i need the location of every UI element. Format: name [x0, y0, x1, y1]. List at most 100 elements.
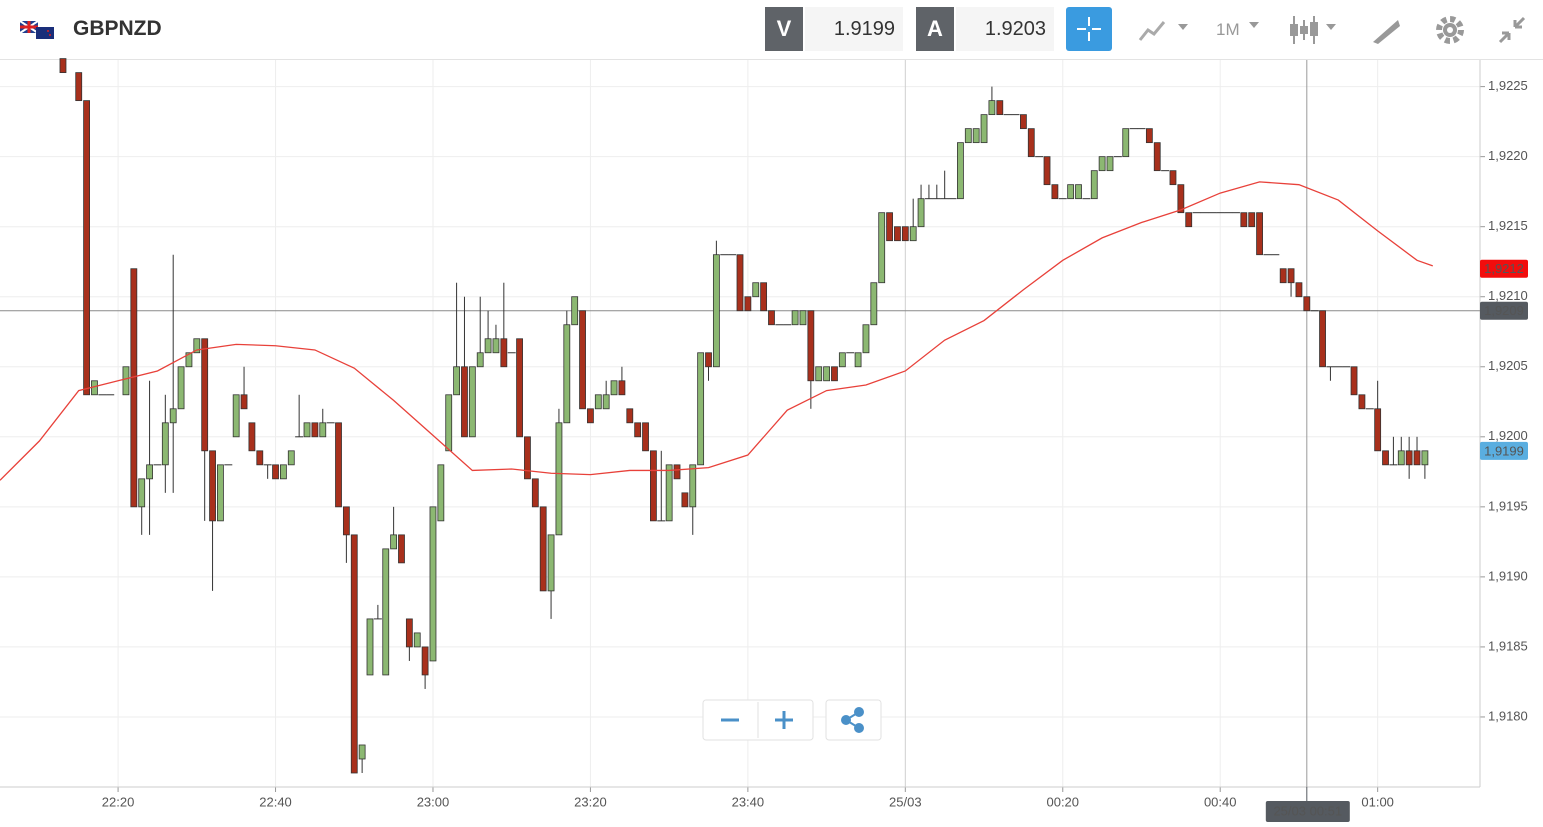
y-tick-label: 1,9180: [1488, 708, 1528, 723]
candle-body: [429, 506, 437, 662]
candle-body: [342, 506, 350, 536]
candle-body: [1020, 114, 1027, 130]
ask-label: A: [916, 7, 954, 51]
y-tick-label: 1,9185: [1488, 638, 1528, 653]
candle-body: [1240, 212, 1248, 228]
price-tag-label: 1,9199: [1484, 443, 1524, 458]
share-button[interactable]: [825, 699, 882, 741]
candle-body: [1405, 450, 1413, 466]
candle-body: [303, 422, 311, 438]
candle-body: [319, 422, 327, 438]
candle-body: [1169, 170, 1177, 186]
candle-body: [1295, 282, 1303, 298]
bid-label: V: [765, 7, 803, 51]
y-tick-label: 1,9190: [1488, 568, 1528, 583]
candle-body: [1075, 184, 1082, 200]
candle-body: [689, 464, 697, 508]
candle-body: [626, 408, 634, 424]
candle-body: [201, 338, 209, 452]
candle-body: [602, 394, 610, 410]
candle-body: [665, 464, 673, 522]
candle-body: [705, 352, 712, 368]
candle-body: [1043, 156, 1051, 186]
ask[interactable]: 1.9203: [956, 7, 1054, 51]
candle-body: [75, 72, 83, 102]
candle-body: [350, 534, 358, 774]
timeframe-caret: [1249, 22, 1259, 28]
candle-body: [335, 422, 342, 508]
candle-body: [1303, 296, 1311, 312]
candle-body: [453, 366, 460, 396]
candle-body: [972, 128, 980, 144]
x-tick-label: 25/03: [889, 794, 922, 809]
candle-body: [492, 338, 500, 354]
candle-body: [594, 394, 602, 410]
candle-body: [736, 254, 744, 312]
candle-body: [642, 422, 649, 452]
candle-body: [366, 618, 374, 676]
candle-button[interactable]: [1288, 14, 1344, 46]
candle-body: [1287, 268, 1295, 284]
y-tick-label: 1,9215: [1488, 218, 1528, 233]
candle-body: [571, 296, 579, 326]
y-tick-label: 1,9200: [1488, 428, 1528, 443]
candle-body: [311, 422, 319, 438]
candle-body: [854, 352, 862, 368]
candle-body: [901, 226, 909, 242]
candle-body: [1248, 212, 1256, 228]
candle-body: [610, 380, 618, 396]
chart-type-button[interactable]: [1138, 16, 1198, 44]
candle-body: [831, 366, 838, 382]
candle-body: [1145, 128, 1153, 144]
candle-body: [886, 212, 893, 242]
candle-body: [185, 352, 193, 368]
candle-body: [240, 394, 248, 410]
candle-body: [799, 310, 807, 326]
zoom-in[interactable]: [775, 711, 793, 729]
candle-body: [272, 464, 279, 480]
candle-body: [807, 310, 815, 382]
bid[interactable]: 1.9199: [805, 7, 903, 51]
candle-body: [177, 366, 185, 410]
crosshair-x-label: 25/03 00:51: [1273, 803, 1342, 818]
candle-body: [398, 534, 405, 564]
candle-body: [1098, 156, 1106, 172]
candle-body: [468, 366, 476, 438]
y-tick-label: 1,9195: [1488, 498, 1528, 513]
draw-button[interactable]: [1370, 14, 1402, 46]
crosshair-button[interactable]: [1066, 7, 1112, 51]
candle-body: [405, 618, 413, 648]
settings-button[interactable]: [1434, 14, 1466, 46]
candle-body: [996, 100, 1004, 116]
toolbar: GBPNZD V 1.9199 A 1.9203 1M: [0, 0, 1543, 60]
candle-body: [83, 100, 90, 396]
candle-body: [500, 338, 508, 368]
candle-body: [248, 422, 256, 452]
candle-body: [650, 450, 657, 522]
candle-body: [1319, 310, 1326, 368]
candle-body: [461, 366, 468, 438]
candle-body: [712, 254, 720, 368]
flags: [20, 21, 54, 39]
candle-body: [964, 128, 972, 144]
x-tick-label: 23:40: [732, 794, 765, 809]
crosshair-x-tag: [1265, 801, 1350, 822]
candle-body: [161, 422, 169, 466]
candle-body: [815, 366, 823, 382]
candle-body: [1153, 142, 1161, 172]
candle-body: [894, 226, 901, 242]
candle-body: [539, 506, 547, 592]
candle-body: [232, 394, 240, 438]
candle-body: [421, 646, 429, 676]
candle-body: [681, 492, 689, 508]
x-tick-label: 00:40: [1204, 794, 1237, 809]
candle-body: [1051, 184, 1059, 200]
candle-body: [1374, 408, 1382, 452]
candle-body: [437, 464, 445, 522]
collapse-button[interactable]: [1496, 14, 1528, 46]
timeframe[interactable]: 1M: [1216, 20, 1240, 39]
candle-body: [59, 58, 67, 74]
candle-body: [280, 464, 287, 480]
candle-body: [1421, 450, 1429, 466]
x-tick-label: 22:20: [102, 794, 135, 809]
